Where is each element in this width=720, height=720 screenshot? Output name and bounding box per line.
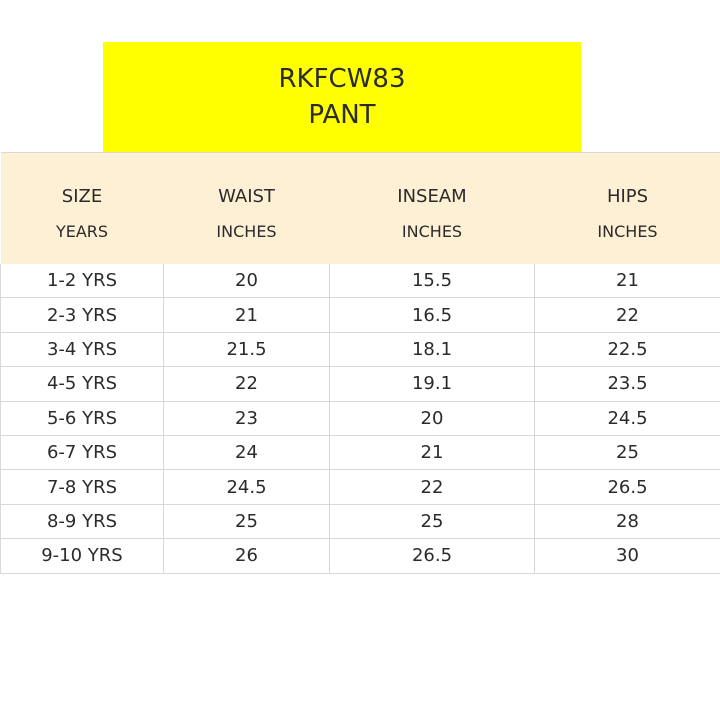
header-waist: WAIST	[163, 152, 330, 209]
table-row: 6-7 YRS 24 21 25	[0, 435, 720, 471]
header-row-units: YEARS INCHES INCHES INCHES	[0, 209, 720, 264]
cell-waist: 24.5	[163, 469, 330, 505]
unit-size: YEARS	[0, 209, 164, 264]
cell-waist: 26	[163, 538, 330, 574]
table-row: 3-4 YRS 21.5 18.1 22.5	[0, 332, 720, 368]
cell-hips: 23.5	[534, 366, 720, 402]
cell-inseam: 15.5	[329, 264, 535, 299]
product-type: PANT	[308, 100, 376, 130]
cell-inseam: 20	[329, 401, 535, 436]
cell-waist: 24	[163, 435, 330, 471]
cell-size: 1-2 YRS	[0, 264, 164, 299]
cell-hips: 22	[534, 297, 720, 333]
cell-waist: 22	[163, 366, 330, 402]
cell-hips: 24.5	[534, 401, 720, 436]
size-chart-table: SIZE WAIST INSEAM HIPS YEARS INCHES INCH…	[0, 152, 720, 574]
unit-waist: INCHES	[163, 209, 330, 264]
unit-hips: INCHES	[534, 209, 720, 264]
cell-hips: 30	[534, 538, 720, 574]
cell-inseam: 26.5	[329, 538, 535, 574]
cell-waist: 25	[163, 504, 330, 540]
table-row: 2-3 YRS 21 16.5 22	[0, 297, 720, 333]
cell-size: 9-10 YRS	[0, 538, 164, 574]
table-row: 8-9 YRS 25 25 28	[0, 504, 720, 540]
cell-hips: 26.5	[534, 469, 720, 505]
header-inseam: INSEAM	[329, 152, 535, 209]
cell-hips: 22.5	[534, 332, 720, 368]
cell-size: 3-4 YRS	[0, 332, 164, 368]
cell-waist: 21.5	[163, 332, 330, 368]
cell-inseam: 18.1	[329, 332, 535, 368]
cell-hips: 21	[534, 264, 720, 299]
table-row: 5-6 YRS 23 20 24.5	[0, 401, 720, 436]
cell-inseam: 22	[329, 469, 535, 505]
cell-inseam: 21	[329, 435, 535, 471]
cell-size: 6-7 YRS	[0, 435, 164, 471]
cell-inseam: 19.1	[329, 366, 535, 402]
product-title-banner: RKFCW83 PANT	[103, 42, 581, 152]
cell-waist: 23	[163, 401, 330, 436]
cell-waist: 21	[163, 297, 330, 333]
unit-inseam: INCHES	[329, 209, 535, 264]
cell-inseam: 25	[329, 504, 535, 540]
cell-hips: 28	[534, 504, 720, 540]
cell-hips: 25	[534, 435, 720, 471]
table-row: 9-10 YRS 26 26.5 30	[0, 538, 720, 574]
table-row: 7-8 YRS 24.5 22 26.5	[0, 469, 720, 505]
cell-size: 2-3 YRS	[0, 297, 164, 333]
cell-inseam: 16.5	[329, 297, 535, 333]
product-code: RKFCW83	[278, 64, 406, 94]
cell-size: 4-5 YRS	[0, 366, 164, 402]
table-row: 4-5 YRS 22 19.1 23.5	[0, 366, 720, 402]
cell-size: 5-6 YRS	[0, 401, 164, 436]
table-row: 1-2 YRS 20 15.5 21	[0, 264, 720, 299]
cell-size: 7-8 YRS	[0, 469, 164, 505]
cell-waist: 20	[163, 264, 330, 299]
cell-size: 8-9 YRS	[0, 504, 164, 540]
header-row-labels: SIZE WAIST INSEAM HIPS	[0, 152, 720, 209]
header-hips: HIPS	[534, 152, 720, 209]
header-size: SIZE	[0, 152, 164, 209]
